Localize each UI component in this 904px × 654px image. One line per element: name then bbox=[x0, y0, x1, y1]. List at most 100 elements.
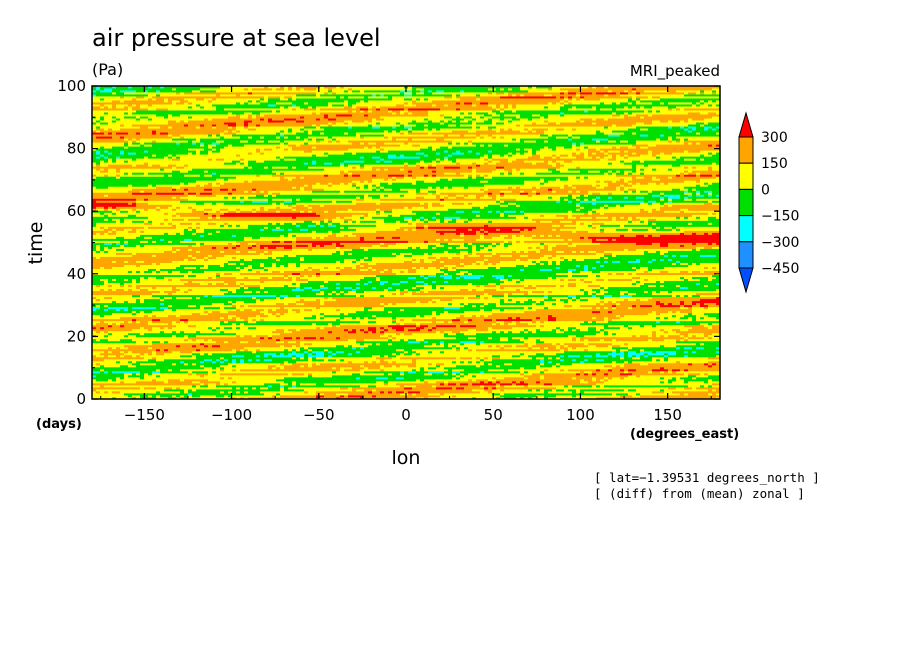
heatmap-cell bbox=[180, 360, 185, 364]
heatmap-cell bbox=[584, 386, 589, 390]
heatmap-cell bbox=[360, 366, 365, 370]
heatmap-cell bbox=[256, 364, 261, 368]
heatmap-cell bbox=[292, 394, 297, 398]
heatmap-cell bbox=[392, 394, 397, 398]
heatmap-cell bbox=[688, 384, 693, 388]
heatmap-cell bbox=[328, 380, 333, 384]
heatmap-cell bbox=[160, 372, 165, 376]
heatmap-cell bbox=[664, 380, 669, 384]
heatmap-cell bbox=[196, 378, 201, 382]
heatmap-cell bbox=[668, 378, 673, 382]
heatmap-cell bbox=[508, 372, 513, 376]
heatmap-cell bbox=[300, 364, 305, 368]
heatmap-cell bbox=[232, 376, 237, 380]
heatmap-cell bbox=[152, 382, 157, 386]
heatmap-cell bbox=[232, 386, 237, 390]
heatmap-cell bbox=[572, 380, 577, 384]
heatmap-cell bbox=[688, 360, 693, 364]
heatmap-cell bbox=[172, 396, 177, 399]
heatmap-cell bbox=[440, 394, 445, 398]
heatmap-cell bbox=[536, 380, 541, 384]
heatmap-cell bbox=[684, 362, 689, 366]
heatmap-cell bbox=[232, 392, 237, 396]
heatmap-cell bbox=[372, 388, 377, 392]
heatmap-cell bbox=[472, 362, 477, 366]
heatmap-cell bbox=[352, 374, 357, 378]
heatmap-cell bbox=[264, 384, 269, 388]
heatmap-cell bbox=[292, 362, 297, 366]
heatmap-cell bbox=[588, 384, 593, 388]
heatmap-cell bbox=[192, 376, 197, 380]
heatmap-cell bbox=[300, 358, 305, 362]
heatmap-cell bbox=[504, 372, 509, 376]
heatmap-cell bbox=[224, 374, 229, 378]
heatmap-cell bbox=[524, 396, 529, 399]
heatmap-cell bbox=[320, 360, 325, 364]
heatmap-cell bbox=[432, 394, 437, 398]
heatmap-cell bbox=[292, 370, 297, 374]
heatmap-cell bbox=[136, 372, 141, 376]
heatmap-cell bbox=[156, 392, 161, 396]
heatmap-cell bbox=[364, 380, 369, 384]
heatmap-cell bbox=[116, 392, 121, 396]
heatmap-cell bbox=[512, 364, 517, 368]
heatmap-cell bbox=[228, 374, 233, 378]
heatmap-cell bbox=[604, 394, 609, 398]
heatmap-cell bbox=[516, 388, 521, 392]
heatmap-cell bbox=[680, 380, 685, 384]
heatmap-cell bbox=[608, 392, 613, 396]
heatmap-cell bbox=[168, 396, 173, 399]
heatmap-cell bbox=[352, 370, 357, 374]
heatmap-cell bbox=[496, 362, 501, 366]
heatmap-cell bbox=[372, 366, 377, 370]
heatmap-cell bbox=[620, 394, 625, 398]
heatmap-cell bbox=[324, 366, 329, 370]
heatmap-cell bbox=[340, 366, 345, 370]
heatmap-cell bbox=[332, 374, 337, 378]
heatmap-cell bbox=[444, 380, 449, 384]
heatmap-cell bbox=[608, 368, 613, 372]
heatmap-cell bbox=[272, 370, 277, 374]
heatmap-cell bbox=[192, 392, 197, 396]
heatmap-cell bbox=[600, 396, 605, 399]
heatmap-cell bbox=[464, 374, 469, 378]
heatmap-cell bbox=[524, 384, 529, 388]
heatmap-cell bbox=[660, 380, 665, 384]
heatmap-cell bbox=[200, 360, 205, 364]
heatmap-cell bbox=[504, 384, 509, 388]
heatmap-cell bbox=[244, 372, 249, 376]
heatmap-cell bbox=[452, 382, 457, 386]
heatmap-cell bbox=[288, 394, 293, 398]
heatmap-cell bbox=[404, 362, 409, 366]
heatmap-cell bbox=[540, 394, 545, 398]
heatmap-cell bbox=[204, 366, 209, 370]
heatmap-cell bbox=[212, 386, 217, 390]
heatmap-cell bbox=[596, 360, 601, 364]
heatmap-cell bbox=[492, 376, 497, 380]
heatmap-cell bbox=[612, 382, 617, 386]
heatmap-cell bbox=[660, 364, 665, 368]
heatmap-cell bbox=[704, 386, 709, 390]
heatmap-cell bbox=[580, 380, 585, 384]
heatmap-cell bbox=[652, 392, 657, 396]
heatmap-cell bbox=[516, 382, 521, 386]
heatmap-cell bbox=[152, 368, 157, 372]
heatmap-cell bbox=[608, 386, 613, 390]
heatmap-cell bbox=[160, 390, 165, 394]
heatmap-cell bbox=[544, 382, 549, 386]
heatmap-cell bbox=[308, 378, 313, 382]
heatmap-cell bbox=[560, 386, 565, 390]
heatmap-cell bbox=[368, 368, 373, 372]
heatmap-cell bbox=[604, 374, 609, 378]
heatmap-cell bbox=[300, 376, 305, 380]
heatmap-cell bbox=[216, 372, 221, 376]
heatmap-cell bbox=[244, 376, 249, 380]
heatmap-cell bbox=[408, 370, 413, 374]
heatmap-cell bbox=[232, 388, 237, 392]
heatmap-cell bbox=[140, 376, 145, 380]
heatmap-cell bbox=[372, 374, 377, 378]
heatmap-cell bbox=[192, 388, 197, 392]
heatmap-cell bbox=[340, 368, 345, 372]
heatmap-cell bbox=[340, 362, 345, 366]
heatmap-cell bbox=[288, 388, 293, 392]
